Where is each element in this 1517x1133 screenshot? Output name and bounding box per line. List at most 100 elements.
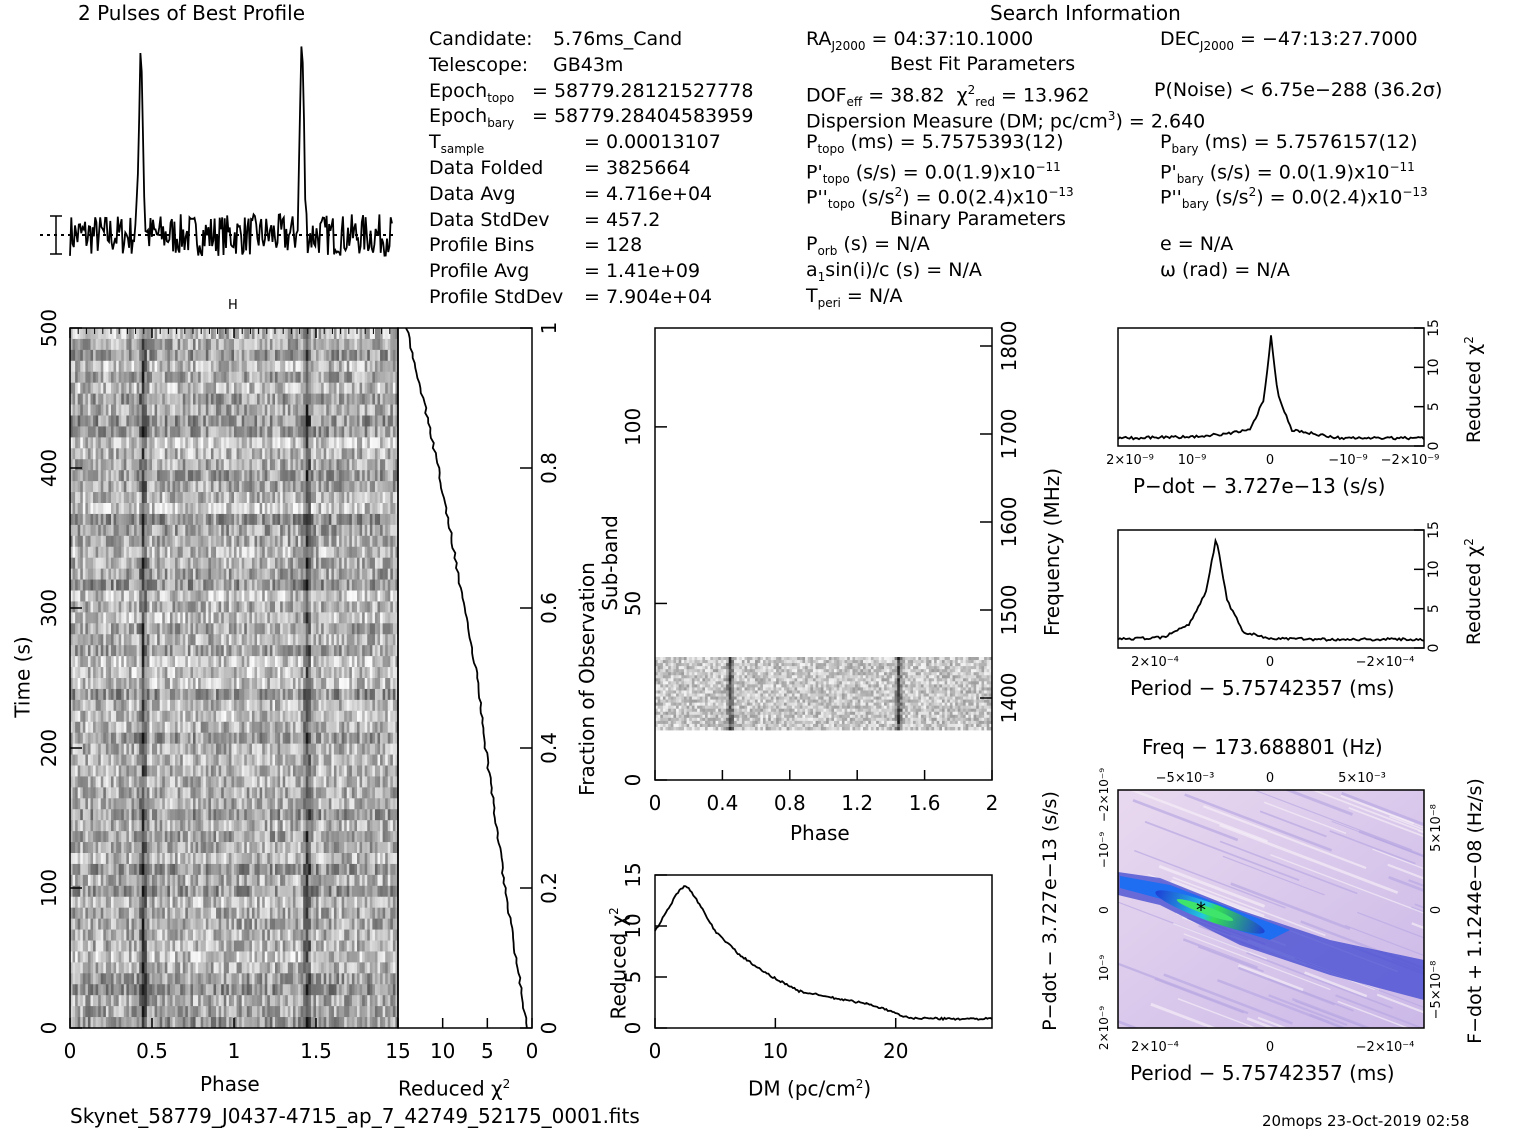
waterfall-cell	[77, 590, 81, 602]
waterfall-cell	[241, 590, 245, 602]
waterfall-cell	[205, 404, 209, 416]
waterfall-cell	[208, 503, 212, 515]
waterfall-cell	[326, 546, 330, 559]
waterfall-cell	[134, 623, 138, 635]
waterfall-cell	[251, 481, 255, 493]
waterfall-cell	[213, 743, 217, 755]
waterfall-cell	[321, 678, 325, 690]
waterfall-cell	[149, 721, 153, 734]
waterfall-cell	[341, 437, 345, 449]
waterfall-cell	[372, 699, 376, 712]
waterfall-cell	[190, 481, 194, 493]
waterfall-cell	[264, 371, 268, 384]
waterfall-cell	[157, 415, 161, 427]
waterfall-cell	[390, 634, 394, 646]
waterfall-cell	[239, 688, 243, 701]
waterfall-cell	[262, 623, 266, 635]
waterfall-cell	[246, 492, 250, 504]
waterfall-cell	[226, 448, 230, 460]
waterfall-cell	[139, 678, 143, 690]
waterfall-cell	[323, 678, 327, 690]
waterfall-cell	[152, 349, 155, 362]
waterfall-cell	[93, 546, 97, 559]
waterfall-cell	[308, 371, 312, 384]
waterfall-cell	[234, 338, 237, 351]
waterfall-cell	[203, 360, 207, 373]
waterfall-cell	[323, 492, 327, 504]
waterfall-cell	[377, 503, 381, 515]
waterfall-cell	[167, 481, 171, 493]
waterfall-cell	[180, 459, 184, 471]
waterfall-cell	[298, 645, 302, 657]
waterfall-cell	[295, 721, 299, 734]
waterfall-cell	[257, 612, 261, 624]
waterfall-cell	[390, 448, 394, 460]
waterfall-cell	[257, 732, 261, 745]
waterfall-cell	[362, 732, 366, 745]
waterfall-cell	[305, 524, 309, 537]
waterfall-cell	[262, 634, 266, 646]
waterfall-cell	[251, 601, 255, 613]
waterfall-cell	[387, 382, 391, 395]
waterfall-cell	[190, 404, 194, 416]
waterfall-cell	[182, 426, 186, 438]
waterfall-cell	[141, 535, 145, 548]
waterfall-cell	[157, 667, 161, 679]
waterfall-cell	[111, 426, 114, 438]
waterfall-cell	[392, 338, 396, 351]
waterfall-cell	[159, 568, 163, 580]
waterfall-cell	[144, 437, 148, 449]
waterfall-cell	[385, 513, 389, 526]
waterfall-cell	[131, 579, 135, 591]
waterfall-cell	[131, 382, 135, 395]
waterfall-cell	[172, 371, 176, 384]
waterfall-cell	[195, 503, 199, 515]
waterfall-cell	[128, 568, 132, 580]
waterfall-cell	[336, 371, 340, 384]
waterfall-cell	[210, 699, 214, 712]
waterfall-cell	[292, 634, 296, 646]
waterfall-cell	[154, 338, 158, 351]
waterfall-cell	[221, 623, 225, 635]
waterfall-cell	[75, 645, 79, 657]
waterfall-cell	[292, 743, 296, 755]
waterfall-cell	[323, 590, 327, 602]
waterfall-cell	[172, 481, 176, 493]
waterfall-cell	[123, 524, 127, 537]
waterfall-cell	[167, 612, 171, 624]
waterfall-cell	[90, 328, 94, 340]
waterfall-cell	[300, 328, 304, 340]
waterfall-cell	[341, 667, 345, 679]
waterfall-cell	[298, 524, 302, 537]
waterfall-cell	[139, 743, 143, 755]
waterfall-cell	[272, 371, 276, 384]
waterfall-cell	[100, 601, 104, 613]
waterfall-cell	[236, 503, 240, 515]
waterfall-cell	[134, 415, 138, 427]
waterfall-cell	[282, 623, 286, 635]
waterfall-cell	[82, 492, 86, 504]
waterfall-cell	[310, 732, 314, 745]
waterfall-cell	[290, 699, 294, 712]
waterfall-cell	[175, 503, 179, 515]
waterfall-cell	[95, 513, 99, 526]
waterfall-cell	[269, 481, 273, 493]
waterfall-cell	[108, 448, 112, 460]
waterfall-cell	[172, 448, 176, 460]
waterfall-cell	[149, 590, 153, 602]
waterfall-cell	[259, 546, 263, 559]
waterfall-cell	[149, 710, 153, 723]
waterfall-cell	[162, 524, 166, 537]
waterfall-cell	[295, 667, 299, 679]
waterfall-cell	[128, 612, 132, 624]
waterfall-cell	[198, 535, 202, 548]
waterfall-cell	[339, 492, 343, 504]
waterfall-cell	[72, 481, 76, 493]
waterfall-cell	[216, 743, 220, 755]
waterfall-cell	[128, 415, 132, 427]
waterfall-cell	[326, 612, 330, 624]
waterfall-cell	[359, 721, 363, 734]
waterfall-cell	[187, 710, 191, 723]
waterfall-cell	[310, 426, 314, 438]
waterfall-cell	[392, 699, 396, 712]
